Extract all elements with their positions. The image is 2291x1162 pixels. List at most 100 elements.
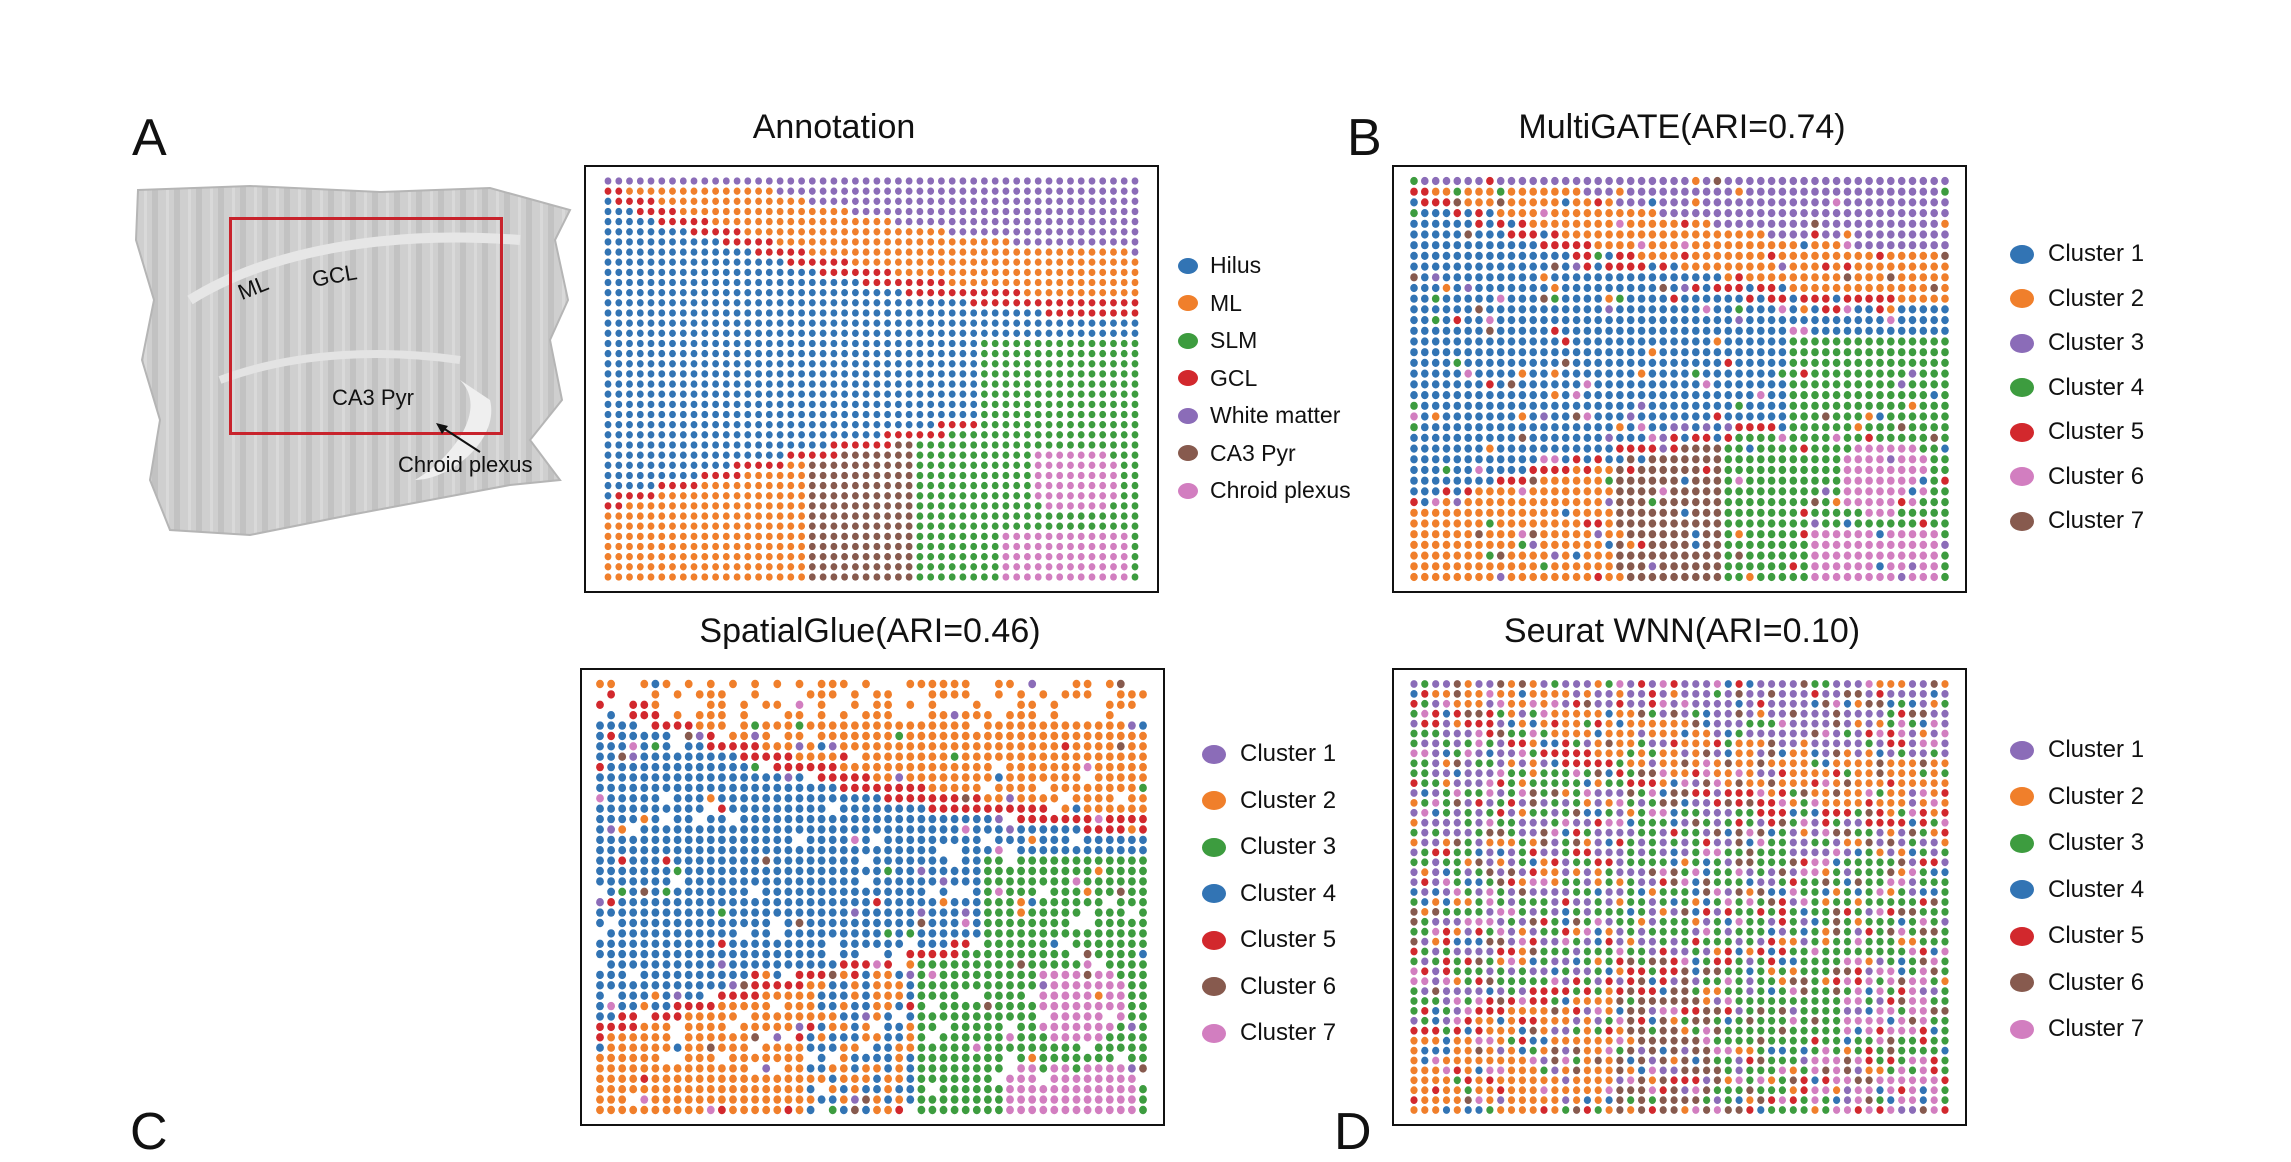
spot xyxy=(895,845,904,855)
spot xyxy=(695,762,704,772)
spot xyxy=(938,329,945,337)
spot xyxy=(1072,845,1081,855)
spot xyxy=(1746,176,1754,186)
spot xyxy=(959,258,967,266)
spot xyxy=(862,431,870,439)
spot xyxy=(939,856,948,865)
spot xyxy=(776,228,784,236)
spot xyxy=(1876,187,1884,196)
spot xyxy=(733,410,741,419)
spot xyxy=(1496,530,1505,539)
spot xyxy=(1843,401,1852,410)
spot xyxy=(690,512,698,520)
spot xyxy=(1670,476,1678,485)
spot xyxy=(712,207,719,216)
spot xyxy=(959,177,967,185)
spot xyxy=(751,721,759,730)
spot xyxy=(1039,856,1048,865)
spot xyxy=(1941,358,1949,367)
spot xyxy=(1648,391,1657,400)
spot xyxy=(1941,187,1949,196)
spot xyxy=(1897,401,1906,410)
spot xyxy=(948,522,956,530)
spot xyxy=(1561,455,1570,464)
spot xyxy=(1034,481,1042,490)
spot xyxy=(1767,444,1776,453)
spot xyxy=(905,542,913,551)
spot xyxy=(981,400,988,409)
spot xyxy=(1045,522,1053,530)
spot xyxy=(1421,540,1429,549)
spot xyxy=(695,773,704,782)
spot xyxy=(1897,337,1906,346)
spot xyxy=(1067,248,1074,256)
spot xyxy=(1013,380,1021,388)
spot xyxy=(927,410,935,419)
spot xyxy=(1072,897,1081,907)
spot xyxy=(1702,380,1711,389)
spot xyxy=(959,421,967,429)
spot xyxy=(1897,326,1906,335)
spot xyxy=(1002,207,1010,216)
spot xyxy=(1045,532,1053,541)
spot xyxy=(1583,562,1592,571)
spot xyxy=(1746,283,1754,293)
spot xyxy=(841,421,848,429)
spot xyxy=(1034,309,1042,317)
spot xyxy=(1561,219,1570,228)
spot xyxy=(1453,337,1462,346)
spot xyxy=(938,410,945,419)
spot xyxy=(1681,294,1689,303)
spot xyxy=(765,197,773,205)
spot xyxy=(1061,752,1070,761)
spot xyxy=(1626,530,1635,539)
spot xyxy=(1659,219,1667,228)
spot xyxy=(733,299,741,307)
spot xyxy=(1077,299,1085,307)
spot xyxy=(1072,866,1081,876)
spot xyxy=(690,289,698,297)
spot xyxy=(1637,465,1646,475)
spot xyxy=(1605,412,1613,421)
spot xyxy=(1072,773,1081,782)
spot xyxy=(755,329,762,337)
spot xyxy=(1486,540,1494,549)
spot xyxy=(1800,433,1808,442)
spot xyxy=(895,441,902,449)
spot xyxy=(604,563,612,571)
spot xyxy=(787,410,795,419)
spot xyxy=(1110,522,1117,530)
spot xyxy=(1692,294,1700,303)
spot xyxy=(1464,433,1472,442)
spot xyxy=(640,845,649,855)
spot xyxy=(895,400,902,409)
spot xyxy=(1034,421,1042,429)
spot xyxy=(744,319,752,327)
spot xyxy=(1056,390,1064,398)
spot xyxy=(679,339,687,348)
spot xyxy=(690,319,698,327)
spot xyxy=(1843,562,1852,571)
spot xyxy=(684,814,693,824)
spot xyxy=(1735,401,1743,410)
spot xyxy=(673,794,682,803)
spot xyxy=(679,370,687,378)
spot xyxy=(1594,401,1602,410)
spot xyxy=(1789,530,1798,539)
spot xyxy=(1887,476,1895,485)
spot xyxy=(673,897,682,907)
spot xyxy=(651,929,660,938)
spot xyxy=(1594,498,1602,507)
spot xyxy=(733,248,741,256)
spot xyxy=(751,731,759,741)
spot xyxy=(1583,326,1592,335)
spot xyxy=(873,866,881,876)
spot xyxy=(629,731,638,741)
spot xyxy=(905,390,913,398)
spot xyxy=(1778,465,1787,475)
spot xyxy=(1865,294,1873,303)
spot xyxy=(819,278,827,287)
spot xyxy=(1013,238,1021,246)
spot xyxy=(1077,542,1085,551)
spot xyxy=(765,451,773,459)
